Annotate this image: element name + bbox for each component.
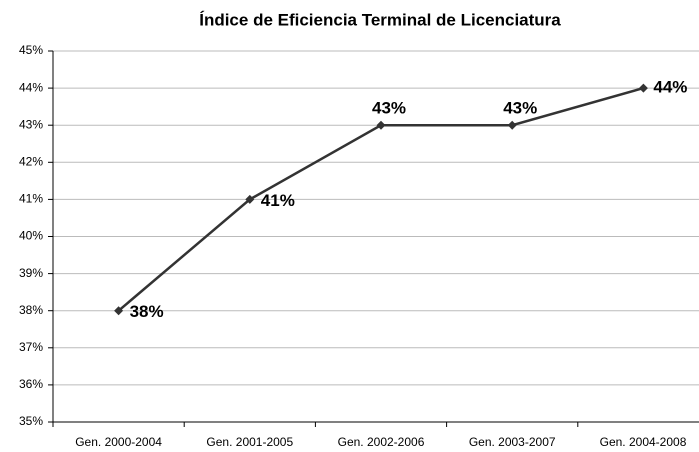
y-tick-label: 37% — [19, 340, 43, 354]
x-tick-label: Gen. 2004-2008 — [600, 435, 687, 449]
x-tick-label: Gen. 2003-2007 — [469, 435, 556, 449]
y-tick-label: 35% — [19, 414, 43, 428]
x-tick-label: Gen. 2000-2004 — [75, 435, 162, 449]
data-label: 44% — [653, 78, 687, 97]
x-tick-label: Gen. 2002-2006 — [338, 435, 425, 449]
data-label: 38% — [130, 302, 164, 321]
marker — [114, 306, 124, 316]
y-tick-label: 39% — [19, 266, 43, 280]
marker — [376, 120, 386, 130]
data-label: 43% — [503, 99, 537, 118]
marker — [245, 194, 255, 204]
marker — [507, 120, 517, 130]
x-tick-label: Gen. 2001-2005 — [206, 435, 293, 449]
y-tick-label: 41% — [19, 192, 43, 206]
y-tick-label: 44% — [19, 80, 43, 94]
y-tick-label: 38% — [19, 303, 43, 317]
marker — [638, 83, 648, 93]
y-tick-label: 40% — [19, 229, 43, 243]
data-label: 43% — [372, 99, 406, 118]
data-label: 41% — [261, 191, 295, 210]
y-tick-label: 43% — [19, 117, 43, 131]
chart-title: Índice de Eficiencia Terminal de Licenci… — [199, 10, 561, 29]
y-tick-label: 45% — [19, 43, 43, 57]
y-tick-label: 42% — [19, 154, 43, 168]
y-tick-label: 36% — [19, 377, 43, 391]
